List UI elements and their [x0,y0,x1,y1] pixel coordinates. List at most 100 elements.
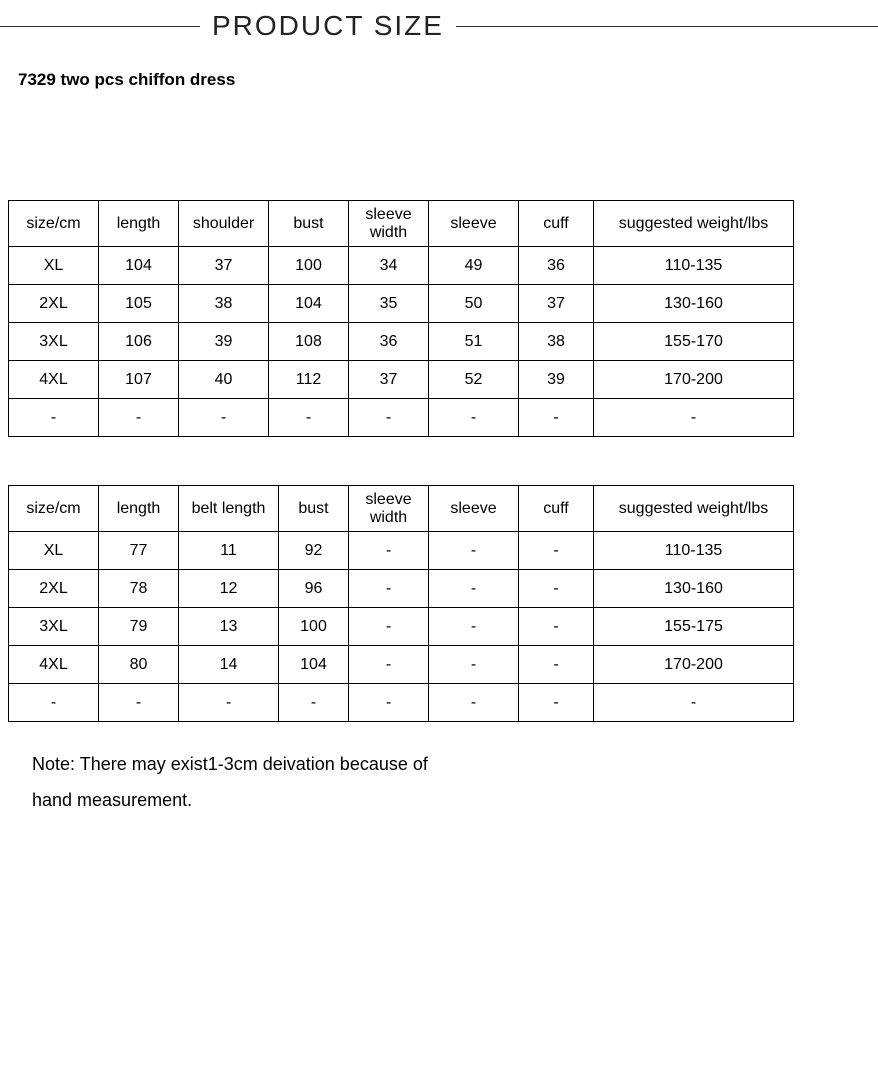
table2-cell: - [594,684,794,722]
table2-header-cell: suggested weight/lbs [594,486,794,532]
table1-cell: 110-135 [594,247,794,285]
table1-header-cell: sleevewidth [349,201,429,247]
table1-cell: 4XL [9,361,99,399]
table2-cell: - [429,646,519,684]
product-name: 7329 two pcs chiffon dress [18,70,878,90]
table1-cell: 104 [269,285,349,323]
table2-cell: XL [9,532,99,570]
table1-cell: 3XL [9,323,99,361]
table2-cell: - [429,684,519,722]
table1-cell: 34 [349,247,429,285]
heading-rule-left [0,26,200,27]
table2-cell: - [429,532,519,570]
table1-cell: 108 [269,323,349,361]
table2-cell: 11 [179,532,279,570]
table1-header-row: size/cmlengthshoulderbustsleevewidthslee… [9,201,794,247]
table2-cell: - [349,646,429,684]
table2-cell: 96 [279,570,349,608]
table2-row: 4XL8014104---170-200 [9,646,794,684]
table2-row: 2XL781296---130-160 [9,570,794,608]
table1-cell: - [519,399,594,437]
table2-cell: - [349,532,429,570]
table1-cell: 155-170 [594,323,794,361]
table1-cell: 100 [269,247,349,285]
table1-cell: 37 [519,285,594,323]
table2-cell: - [519,532,594,570]
table2-row: 3XL7913100---155-175 [9,608,794,646]
table2-cell: 13 [179,608,279,646]
size-table-1: size/cmlengthshoulderbustsleevewidthslee… [8,200,794,437]
table2-cell: 14 [179,646,279,684]
table1-cell: 35 [349,285,429,323]
table2-cell: - [519,646,594,684]
table2-cell: 12 [179,570,279,608]
table2-header-cell: sleevewidth [349,486,429,532]
table1-cell: 36 [349,323,429,361]
table2-header-cell: sleeve [429,486,519,532]
table2-cell: 3XL [9,608,99,646]
table2-header-cell: size/cm [9,486,99,532]
heading-rule-right [456,26,878,27]
table2-cell: - [349,570,429,608]
table2-cell: - [349,684,429,722]
table1-cell: - [349,399,429,437]
table1-cell: - [429,399,519,437]
table1-cell: 104 [99,247,179,285]
section-heading: PRODUCT SIZE [200,10,456,42]
table1-header-cell: shoulder [179,201,269,247]
table1-cell: 36 [519,247,594,285]
table2-row: -------- [9,684,794,722]
table2-header-cell: bust [279,486,349,532]
table2-cell: - [519,608,594,646]
table1-header-cell: bust [269,201,349,247]
table1-cell: 37 [179,247,269,285]
table1-cell: 38 [519,323,594,361]
table2-header-cell: length [99,486,179,532]
table2-cell: - [429,570,519,608]
table2-cell: 78 [99,570,179,608]
table2-cell: 4XL [9,646,99,684]
table2-cell: - [519,684,594,722]
table1-cell: 105 [99,285,179,323]
table1-cell: 130-160 [594,285,794,323]
table2-header-cell: cuff [519,486,594,532]
table2-cell: 155-175 [594,608,794,646]
table2-cell: 92 [279,532,349,570]
table1-cell: 37 [349,361,429,399]
table1-cell: 51 [429,323,519,361]
table1-cell: 112 [269,361,349,399]
table2-cell: - [179,684,279,722]
table2-cell: 77 [99,532,179,570]
table1-cell: - [99,399,179,437]
table2-cell: 100 [279,608,349,646]
table1-cell: 40 [179,361,269,399]
table2-cell: - [9,684,99,722]
table1-header-cell: sleeve [429,201,519,247]
table1-row: 4XL10740112375239170-200 [9,361,794,399]
table1-cell: 170-200 [594,361,794,399]
table2-cell: 104 [279,646,349,684]
size-table-2-wrap: size/cmlengthbelt lengthbustsleevewidths… [0,485,878,722]
table2-cell: 2XL [9,570,99,608]
table1-header-cell: length [99,201,179,247]
table1-cell: 39 [519,361,594,399]
table1-cell: 39 [179,323,269,361]
table2-cell: - [519,570,594,608]
table1-header-cell: size/cm [9,201,99,247]
table2-cell: - [429,608,519,646]
table1-cell: 52 [429,361,519,399]
table2-header-row: size/cmlengthbelt lengthbustsleevewidths… [9,486,794,532]
table1-cell: 107 [99,361,179,399]
table2-cell: - [279,684,349,722]
table1-header-cell: suggested weight/lbs [594,201,794,247]
table1-cell: 38 [179,285,269,323]
table1-cell: 50 [429,285,519,323]
table1-row: -------- [9,399,794,437]
table1-cell: 106 [99,323,179,361]
measurement-note: Note: There may exist1-3cm deivation bec… [32,746,552,818]
table1-cell: - [269,399,349,437]
table2-row: XL771192---110-135 [9,532,794,570]
table1-row: XL10437100344936110-135 [9,247,794,285]
table1-row: 2XL10538104355037130-160 [9,285,794,323]
note-line-2: hand measurement. [32,790,192,810]
